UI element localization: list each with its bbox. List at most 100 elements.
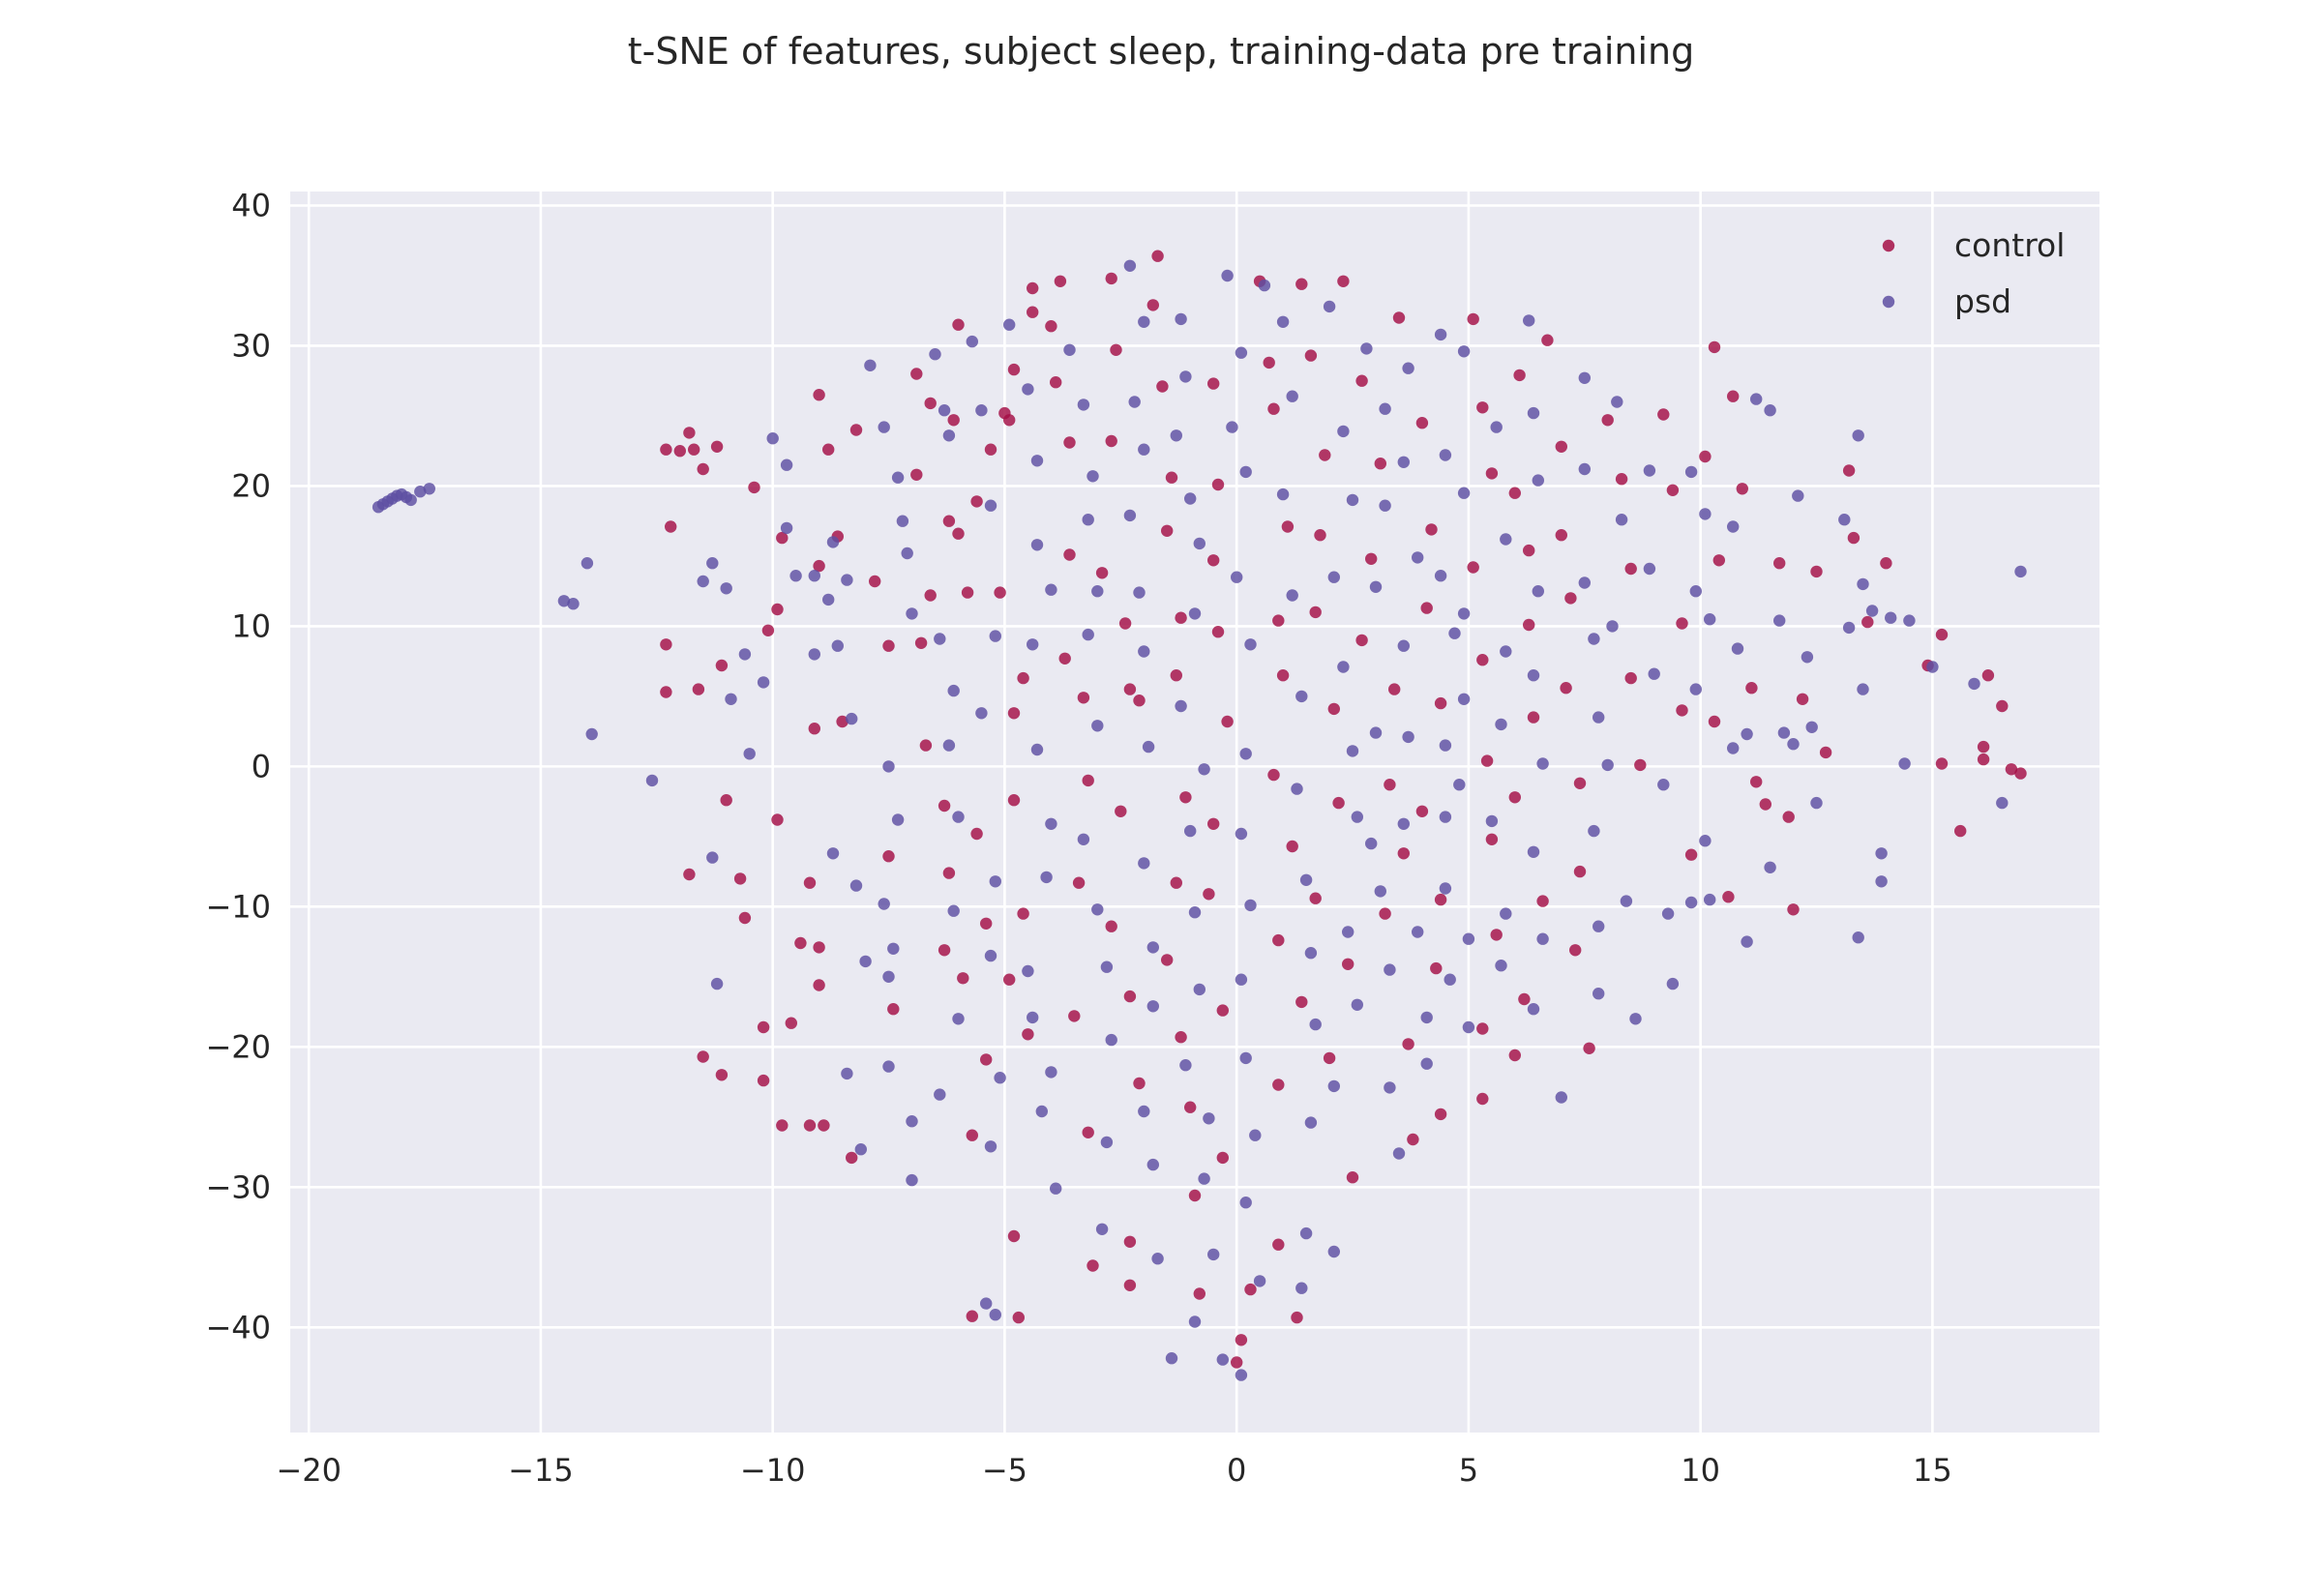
legend-marker-psd xyxy=(1882,295,1895,309)
control-point xyxy=(748,481,760,494)
control-point xyxy=(1415,417,1429,429)
control-point xyxy=(1319,449,1331,461)
control-point xyxy=(1017,671,1029,685)
psd-point xyxy=(1527,845,1540,858)
psd-point xyxy=(1402,730,1414,744)
control-point xyxy=(1337,275,1350,287)
control-point xyxy=(1676,617,1688,630)
control-point xyxy=(757,1074,770,1087)
data-points xyxy=(372,250,2027,1381)
psd-point xyxy=(1095,1223,1109,1236)
y-tick-label: 30 xyxy=(231,327,271,364)
control-point xyxy=(715,1069,729,1081)
control-point xyxy=(984,443,997,456)
psd-point xyxy=(859,955,872,968)
psd-point xyxy=(1045,817,1057,830)
control-point xyxy=(1110,343,1122,356)
psd-point xyxy=(1857,683,1869,695)
control-point xyxy=(1434,893,1447,906)
control-point xyxy=(1490,929,1503,941)
control-point xyxy=(1161,954,1174,966)
psd-point xyxy=(738,648,752,661)
psd-point xyxy=(984,949,997,962)
psd-point xyxy=(404,493,417,507)
psd-point xyxy=(882,970,895,983)
control-point xyxy=(733,872,747,885)
control-point xyxy=(1272,933,1285,947)
psd-point xyxy=(1495,718,1507,731)
psd-point xyxy=(706,851,719,864)
control-point xyxy=(1476,654,1489,666)
psd-point xyxy=(1045,583,1057,596)
control-point xyxy=(1485,467,1499,480)
control-point xyxy=(1045,320,1057,333)
psd-point xyxy=(1146,1000,1160,1013)
psd-point xyxy=(1578,576,1592,589)
control-point xyxy=(1527,711,1540,724)
psd-point xyxy=(1030,539,1044,551)
control-point xyxy=(1063,436,1076,449)
control-point xyxy=(1105,920,1117,932)
psd-point xyxy=(720,582,732,595)
control-point xyxy=(1467,561,1479,574)
psd-point xyxy=(1412,551,1424,564)
control-point xyxy=(1207,377,1220,390)
control-point xyxy=(1555,529,1568,542)
control-point xyxy=(1861,615,1874,629)
psd-point xyxy=(1657,779,1670,791)
control-point xyxy=(1179,791,1192,804)
psd-point xyxy=(938,404,951,417)
control-point xyxy=(1430,961,1443,975)
psd-point xyxy=(1536,932,1549,945)
control-point xyxy=(1555,440,1568,453)
control-point xyxy=(1068,1010,1081,1022)
psd-point xyxy=(1082,514,1094,526)
control-point xyxy=(1523,618,1535,632)
psd-point xyxy=(1397,639,1411,652)
psd-point xyxy=(841,1067,853,1080)
control-point xyxy=(822,443,835,456)
psd-point xyxy=(896,515,909,527)
series-control xyxy=(660,250,2027,1369)
psd-point xyxy=(1439,449,1452,461)
psd-point xyxy=(1323,300,1336,313)
control-point xyxy=(1263,356,1275,369)
psd-point xyxy=(1022,383,1034,396)
psd-point xyxy=(1235,346,1248,359)
control-point xyxy=(1095,567,1109,579)
control-point xyxy=(869,575,881,588)
control-point xyxy=(1309,892,1322,904)
psd-point xyxy=(580,557,594,570)
control-point xyxy=(785,1017,797,1029)
psd-point xyxy=(1003,318,1016,331)
psd-point xyxy=(1077,399,1090,411)
control-point xyxy=(1054,275,1067,287)
psd-point xyxy=(846,712,858,725)
psd-point xyxy=(952,811,965,823)
psd-point xyxy=(1852,429,1864,442)
psd-point xyxy=(1439,739,1452,752)
psd-point xyxy=(1801,651,1814,664)
psd-point xyxy=(1666,977,1680,990)
psd-point xyxy=(1842,621,1856,635)
control-point xyxy=(1536,895,1549,907)
control-point xyxy=(1676,704,1688,717)
psd-point xyxy=(1045,1066,1057,1079)
psd-point xyxy=(1810,796,1823,810)
psd-point xyxy=(780,458,793,471)
psd-point xyxy=(1100,961,1114,973)
psd-point xyxy=(743,748,756,760)
psd-point xyxy=(1731,642,1744,655)
control-point xyxy=(1207,554,1220,567)
psd-point xyxy=(1495,960,1507,972)
control-point xyxy=(1935,628,1949,641)
psd-point xyxy=(1439,811,1452,823)
control-point xyxy=(836,715,848,728)
psd-point xyxy=(1898,757,1911,770)
control-point xyxy=(1082,1126,1094,1139)
control-point xyxy=(1513,369,1526,382)
control-point xyxy=(1750,776,1763,788)
control-point xyxy=(692,683,705,695)
control-point xyxy=(1397,847,1411,860)
psd-point xyxy=(1179,1059,1192,1072)
